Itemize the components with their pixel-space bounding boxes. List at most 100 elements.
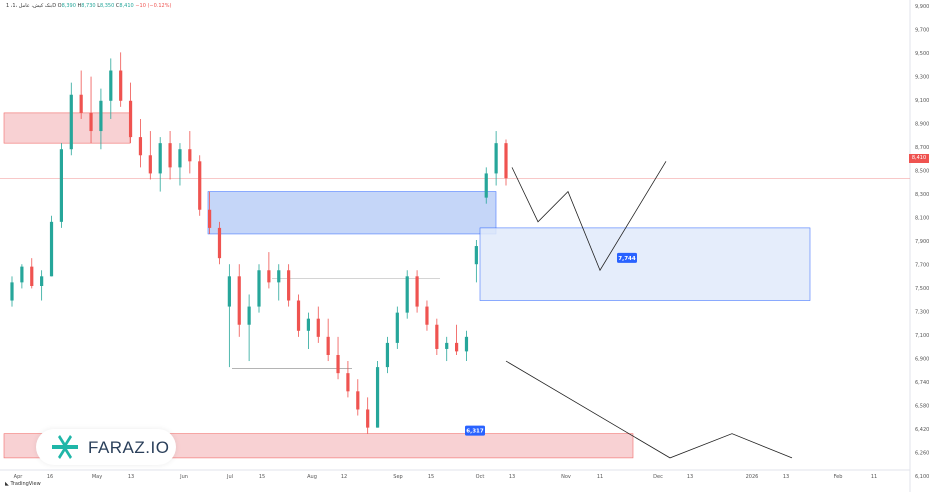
x-tick-label: 13 [128,474,134,480]
zone-demand-forecast [479,227,811,301]
y-tick-label: 8,700 [915,145,929,151]
change-value: −10 (−0.12%) [135,3,172,9]
candle-body [346,373,350,392]
x-tick-label: Nov [561,474,571,480]
y-tick-label: 7,300 [915,310,929,316]
y-tick-label: 8,500 [915,169,929,175]
high-value: 8,730 [81,3,96,9]
candle-body [128,100,133,138]
candle-body [366,409,370,428]
y-tick-label: 9,900 [915,4,929,10]
candle-body [217,227,222,259]
close-value: 8,410 [119,3,134,9]
candle-body [79,94,83,113]
candle-body [148,155,152,174]
x-tick-label: 15 [428,474,434,480]
candle-body [375,367,380,428]
candle-body [484,173,488,198]
candle-body [30,266,34,286]
x-tick-label: Jun [179,474,188,480]
tradingview-logo: ◣ TradingView [5,481,41,487]
candle-body [20,266,24,283]
y-tick-label: 6,260 [915,451,929,457]
y-tick-label: 9,500 [915,51,929,57]
candle-body [99,100,103,132]
y-tick-label: 8,900 [915,122,929,128]
candle-body [247,306,251,325]
annotation-box [617,252,637,263]
y-tick-label: 9,700 [915,28,929,34]
candle-body [138,137,143,156]
candle-body [474,246,478,265]
y-tick-label: 9,300 [915,75,929,81]
y-tick-label: 8,100 [915,216,929,222]
candle-body [504,143,508,179]
last-price-label: 8,410 [909,154,929,163]
candle-body [356,391,360,410]
candle-body [59,149,63,222]
candle-body [188,149,192,162]
candle-body [158,143,162,174]
candle-body [455,342,459,352]
candle-body [296,300,301,331]
forecast-path-down [505,360,793,459]
candle-body [178,149,182,168]
y-tick-label: 7,900 [915,239,929,245]
candle-body [89,112,93,132]
x-tick-label: 13 [783,474,789,480]
forecast-path-up [511,161,667,272]
candle-body [10,282,14,301]
y-tick-label: 7,100 [915,333,929,339]
candle-body [316,318,320,337]
candle-body [49,221,54,277]
x-tick-label: 2026 [746,474,759,480]
candle-body [425,306,429,325]
symbol-header: 1 ،بنک کیش، عامل ،1D O8,390 H8,730 L8,35… [6,3,172,9]
x-tick-label: Jul [226,474,233,480]
x-tick-label: 12 [341,474,347,480]
x-tick-label: 15 [259,474,265,480]
candle-body [415,276,419,307]
y-tick-label: 6,580 [915,404,929,410]
candle-body [464,336,469,352]
candle-body [445,342,449,349]
y-tick-label: 6,740 [915,380,929,386]
x-tick-label: Apr [14,474,24,480]
candle-body [395,312,399,343]
open-value: 8,390 [61,3,76,9]
annotation-label: 7,744 [618,256,636,262]
candle-body [306,318,310,331]
candle-body [336,355,340,374]
x-tick-label: 11 [871,474,877,480]
faraz-logo-icon [52,435,78,459]
candle-body [405,276,409,313]
y-tick-label: 9,100 [915,98,929,104]
x-tick-label: Sep [393,474,402,480]
x-tick-label: 16 [47,474,53,480]
annotation-label: 6,317 [466,429,484,435]
annotation-box [465,425,485,436]
candle-body [494,143,498,174]
candle-body [326,336,330,355]
y-tick-label: 7,500 [915,286,929,292]
symbol-name: 1 ،بنک کیش، عامل ،1D [6,3,57,9]
low-value: 8,350 [99,3,115,9]
tradingview-icon: ◣ [5,481,9,487]
x-tick-label: 13 [509,474,515,480]
candle-body [385,342,390,368]
candle-body [69,94,73,150]
candle-body [40,276,44,286]
x-tick-label: Dec [653,474,663,480]
candle-body [168,143,172,168]
x-tick-label: Aug [307,474,317,480]
zone-supply-top [3,112,131,144]
x-tick-label: Oct [476,474,485,480]
candle-body [287,270,291,301]
faraz-watermark: FARAZ.IO [36,429,176,465]
candle-body [267,270,271,283]
candle-body [435,324,439,349]
candle-body [227,276,231,307]
zone-demand-mid [207,191,497,235]
candle-body [208,209,212,228]
